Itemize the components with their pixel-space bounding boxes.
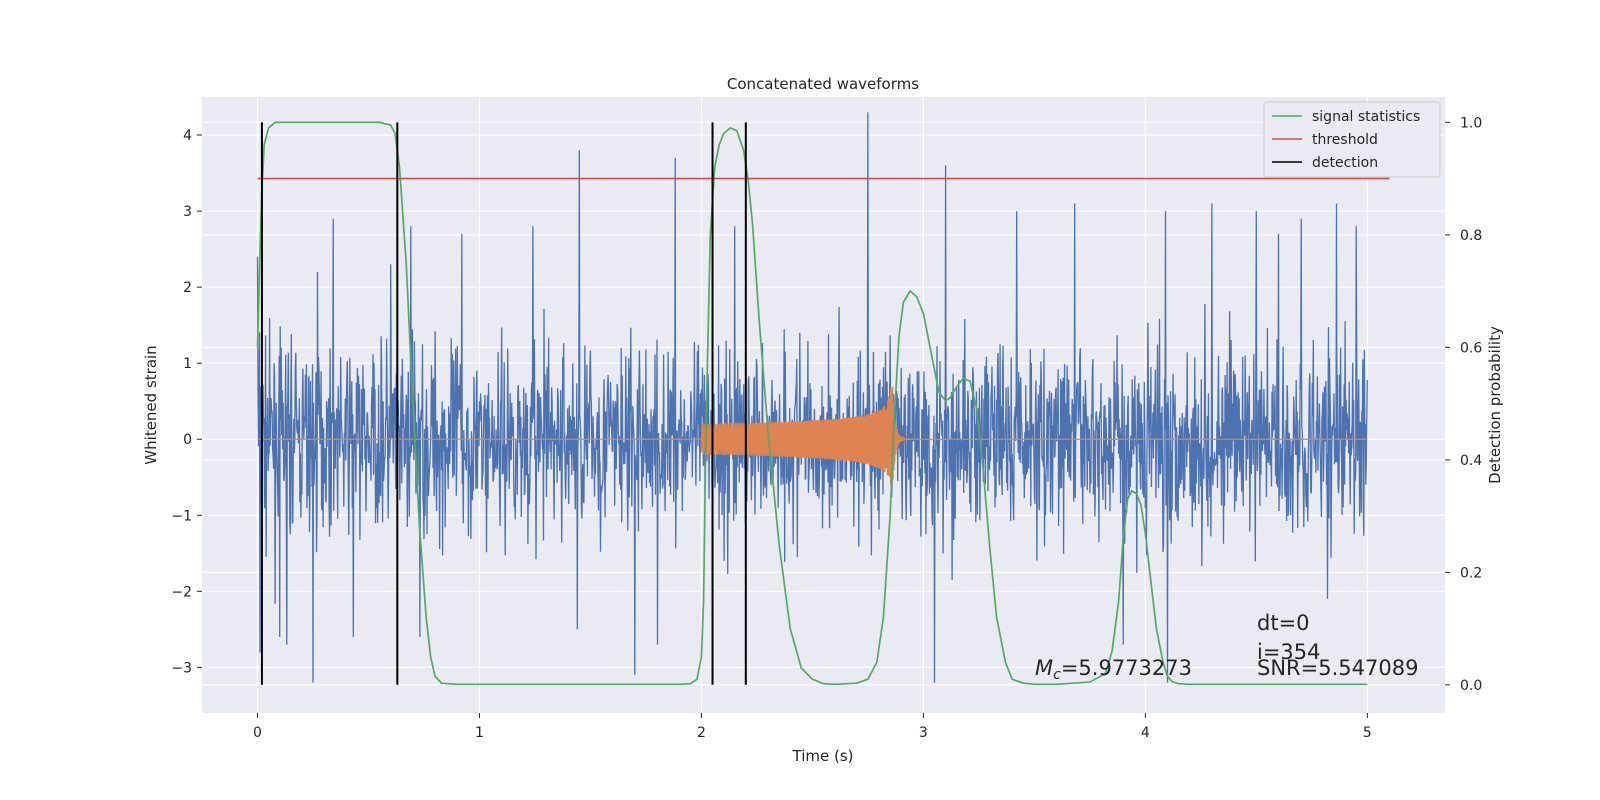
x-tick-label: 0 — [253, 725, 262, 741]
legend: signal statistics threshold detection — [1263, 101, 1441, 178]
y2-tick-label: 0.6 — [1460, 340, 1482, 356]
legend-label-signal-statistics: signal statistics — [1312, 109, 1420, 125]
y-axis-right-label: Detection probability — [1486, 326, 1504, 484]
axis-ticks: 0 1 2 3 4 5 −3 −2 −1 0 1 2 3 4 0.0 0.2 0.4 0.6 0.8 1.0 — [171, 115, 1482, 741]
i-annotation: i=354 — [1257, 640, 1321, 664]
legend-label-threshold: threshold — [1312, 132, 1378, 148]
y-tick-label: 4 — [183, 128, 192, 144]
x-tick-label: 2 — [697, 725, 706, 741]
y2-tick-label: 0.4 — [1460, 453, 1482, 469]
x-axis-label: Time (s) — [792, 747, 854, 765]
x-tick-label: 4 — [1141, 725, 1150, 741]
y-tick-label: −3 — [171, 660, 192, 676]
signal-statistics-series — [256, 121, 1368, 686]
snr-annotation: SNR=5.547089 — [1257, 656, 1418, 680]
y-tick-label: 3 — [183, 204, 192, 220]
signal-statistics-line — [256, 121, 1368, 686]
x-tick-label: 1 — [475, 725, 484, 741]
dt-annotation: dt=0 — [1257, 611, 1310, 635]
y-tick-label: 2 — [183, 280, 192, 296]
x-tick-label: 3 — [919, 725, 928, 741]
mc-value: =5.9773273 — [1061, 656, 1192, 680]
y-axis-label: Whitened strain — [142, 345, 160, 464]
y2-tick-label: 0.0 — [1460, 678, 1482, 694]
x-tick-label: 5 — [1363, 725, 1372, 741]
chirp-series — [257, 386, 1368, 485]
y-tick-label: −1 — [171, 508, 192, 524]
mc-annotation: Mc=5.9773273 — [1035, 656, 1192, 683]
y2-tick-label: 1.0 — [1460, 115, 1482, 131]
chirp-line — [257, 386, 1368, 485]
legend-label-detection: detection — [1312, 155, 1378, 171]
y-tick-label: 1 — [183, 356, 192, 372]
y2-tick-label: 0.2 — [1460, 565, 1482, 581]
y-tick-label: −2 — [171, 584, 192, 600]
mc-subscript: c — [1053, 667, 1061, 683]
chart-title: Concatenated waveforms — [727, 75, 919, 93]
y2-tick-label: 0.8 — [1460, 228, 1482, 244]
detection-series — [260, 122, 747, 685]
y-tick-label: 0 — [183, 432, 192, 448]
legend-box — [1263, 101, 1441, 178]
mc-symbol: M — [1035, 656, 1053, 680]
